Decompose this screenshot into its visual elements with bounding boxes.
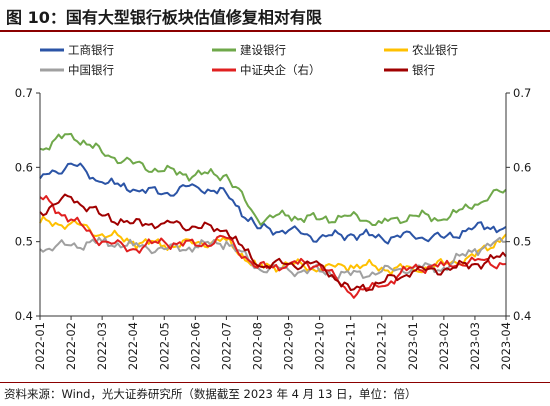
series-line-5: [39, 195, 507, 299]
y-tick-label-left: 0.5: [15, 235, 33, 249]
plot-area: [39, 132, 507, 299]
chart-axes: 0.4 0.5 0.6 0.7 0.4 0.5 0.6 0.7 2022-01 2022-02 20…: [15, 86, 532, 370]
series-line-1: [39, 162, 507, 245]
x-tick-label: 2022-01: [33, 322, 47, 370]
y-tick-label-left: 0.6: [15, 160, 33, 174]
y-tick-label-right: 0.6: [513, 160, 531, 174]
y-tick-label-left: 0.7: [15, 86, 33, 100]
x-tick-label: 2022-08: [250, 322, 264, 370]
x-tick-label: 2023-04: [499, 322, 513, 370]
x-tick-label: 2022-05: [157, 322, 171, 370]
legend-label: 中证央企（右）: [240, 63, 321, 77]
legend-label: 农业银行: [412, 43, 458, 57]
source-divider: [0, 382, 550, 383]
x-tick-label: 2022-11: [344, 322, 358, 370]
x-tick-label: 2023-02: [437, 322, 451, 370]
series-line-6: [39, 193, 507, 292]
source-note: 资料来源：Wind，光大证券研究所（数据截至 2023 年 4 月 13 日，单…: [4, 387, 417, 401]
figure-title: 图 10：国有大型银行板块估值修复相对有限: [6, 8, 322, 27]
y-tick-label-right: 0.4: [513, 309, 531, 323]
legend-label: 建设银行: [240, 43, 286, 57]
x-tick-label: 2022-04: [126, 322, 140, 370]
legend-label: 工商银行: [68, 43, 114, 57]
x-tick-label: 2022-09: [282, 322, 296, 370]
y-tick-label-left: 0.4: [15, 309, 33, 323]
x-tick-label: 2022-12: [375, 322, 389, 370]
x-tick-label: 2022-03: [95, 322, 109, 370]
y-tick-label-right: 0.7: [513, 86, 531, 100]
x-tick-label: 2022-07: [219, 322, 233, 370]
title-divider: [0, 30, 550, 32]
x-tick-label: 2022-02: [64, 322, 78, 370]
series-line-2: [39, 132, 507, 226]
x-tick-label: 2022-10: [313, 322, 327, 370]
x-tick-label: 2023-03: [468, 322, 482, 370]
x-tick-label: 2023-01: [406, 322, 420, 370]
legend-label: 银行: [412, 63, 435, 77]
y-tick-label-right: 0.5: [513, 235, 531, 249]
legend-label: 中国银行: [68, 63, 114, 77]
x-tick-label: 2022-06: [188, 322, 202, 370]
